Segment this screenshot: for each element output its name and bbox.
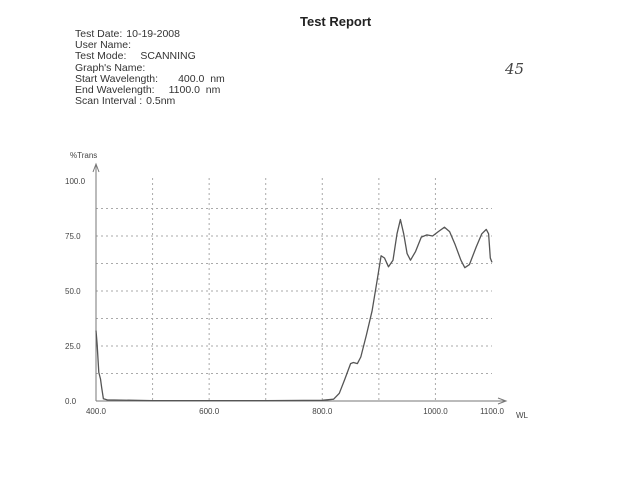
metadata-label: Graph's Name:	[75, 61, 146, 74]
metadata-label: Test Mode:	[75, 50, 127, 63]
metadata-value: 400.0 nm	[178, 72, 225, 85]
metadata-row: Test Date: 10-19-2008	[75, 28, 225, 40]
metadata-label: Test Date:	[75, 28, 123, 40]
y-axis-arrow-icon	[92, 162, 100, 173]
metadata-value: 10-19-2008	[126, 28, 180, 40]
x-axis-label: WL	[516, 411, 529, 420]
y-tick-label: 100.0	[65, 177, 86, 186]
metadata-row: Scan Interval :0.5nm	[75, 96, 225, 107]
y-tick-label: 75.0	[65, 232, 81, 241]
x-axis-arrow-icon	[497, 397, 508, 405]
metadata-value: 1100.0 nm	[168, 84, 221, 97]
x-tick-label: 600.0	[199, 407, 220, 416]
x-tick-label: 1000.0	[423, 407, 448, 416]
metadata-label: End Wavelength:	[75, 84, 155, 97]
metadata-row: End Wavelength: 1100.0 nm	[75, 84, 225, 97]
x-tick-label: 800.0	[312, 407, 333, 416]
report-title: Test Report	[300, 14, 372, 29]
report-metadata: Test Date: 10-19-2008 User Name: Test Mode:…	[75, 28, 225, 107]
transmission-series-line	[95, 218, 493, 402]
metadata-value: SCANNING	[140, 50, 196, 63]
x-tick-label: 1100.0	[480, 407, 504, 416]
y-tick-label: 50.0	[65, 287, 81, 296]
metadata-label: Start Wavelength:	[75, 72, 159, 85]
handwritten-note: 45	[505, 60, 525, 78]
metadata-value: 0.5nm	[146, 95, 176, 108]
y-tick-label: 0.0	[65, 397, 77, 406]
x-tick-label: 400.0	[86, 407, 107, 416]
metadata-row: User Name:	[75, 40, 225, 51]
y-tick-label: 25.0	[65, 342, 81, 351]
metadata-row: Start Wavelength: 400.0 nm	[75, 72, 225, 85]
metadata-row: Graph's Name:	[75, 61, 225, 74]
metadata-label: Scan Interval :	[75, 95, 143, 108]
metadata-row: Test Mode: SCANNING	[75, 51, 225, 62]
metadata-label: User Name:	[75, 39, 132, 52]
y-axis-label: %Trans	[70, 151, 97, 160]
